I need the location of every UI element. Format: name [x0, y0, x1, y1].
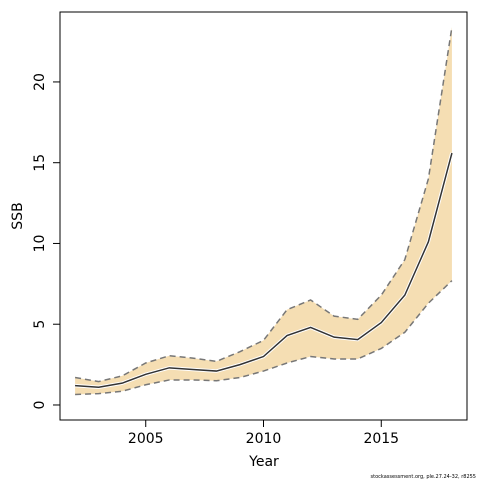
upper-bound	[74, 26, 453, 383]
x-tick-label: 2005	[128, 431, 164, 447]
y-tick-label: 0	[32, 401, 48, 410]
y-axis-label: SSB	[10, 202, 26, 229]
footer-note: stockassessment.org, ple.27.24-32, r8255	[371, 474, 476, 480]
y-tick-label: 10	[32, 235, 48, 253]
y-tick-label: 15	[32, 154, 48, 172]
y-tick-label: 5	[32, 320, 48, 329]
x-axis-label: Year	[248, 454, 279, 470]
ssb-line	[75, 152, 453, 388]
lower-bound	[75, 280, 453, 396]
x-tick-label: 2015	[363, 431, 399, 447]
x-tick-label: 2010	[246, 431, 282, 447]
y-tick-label: 20	[32, 73, 48, 91]
